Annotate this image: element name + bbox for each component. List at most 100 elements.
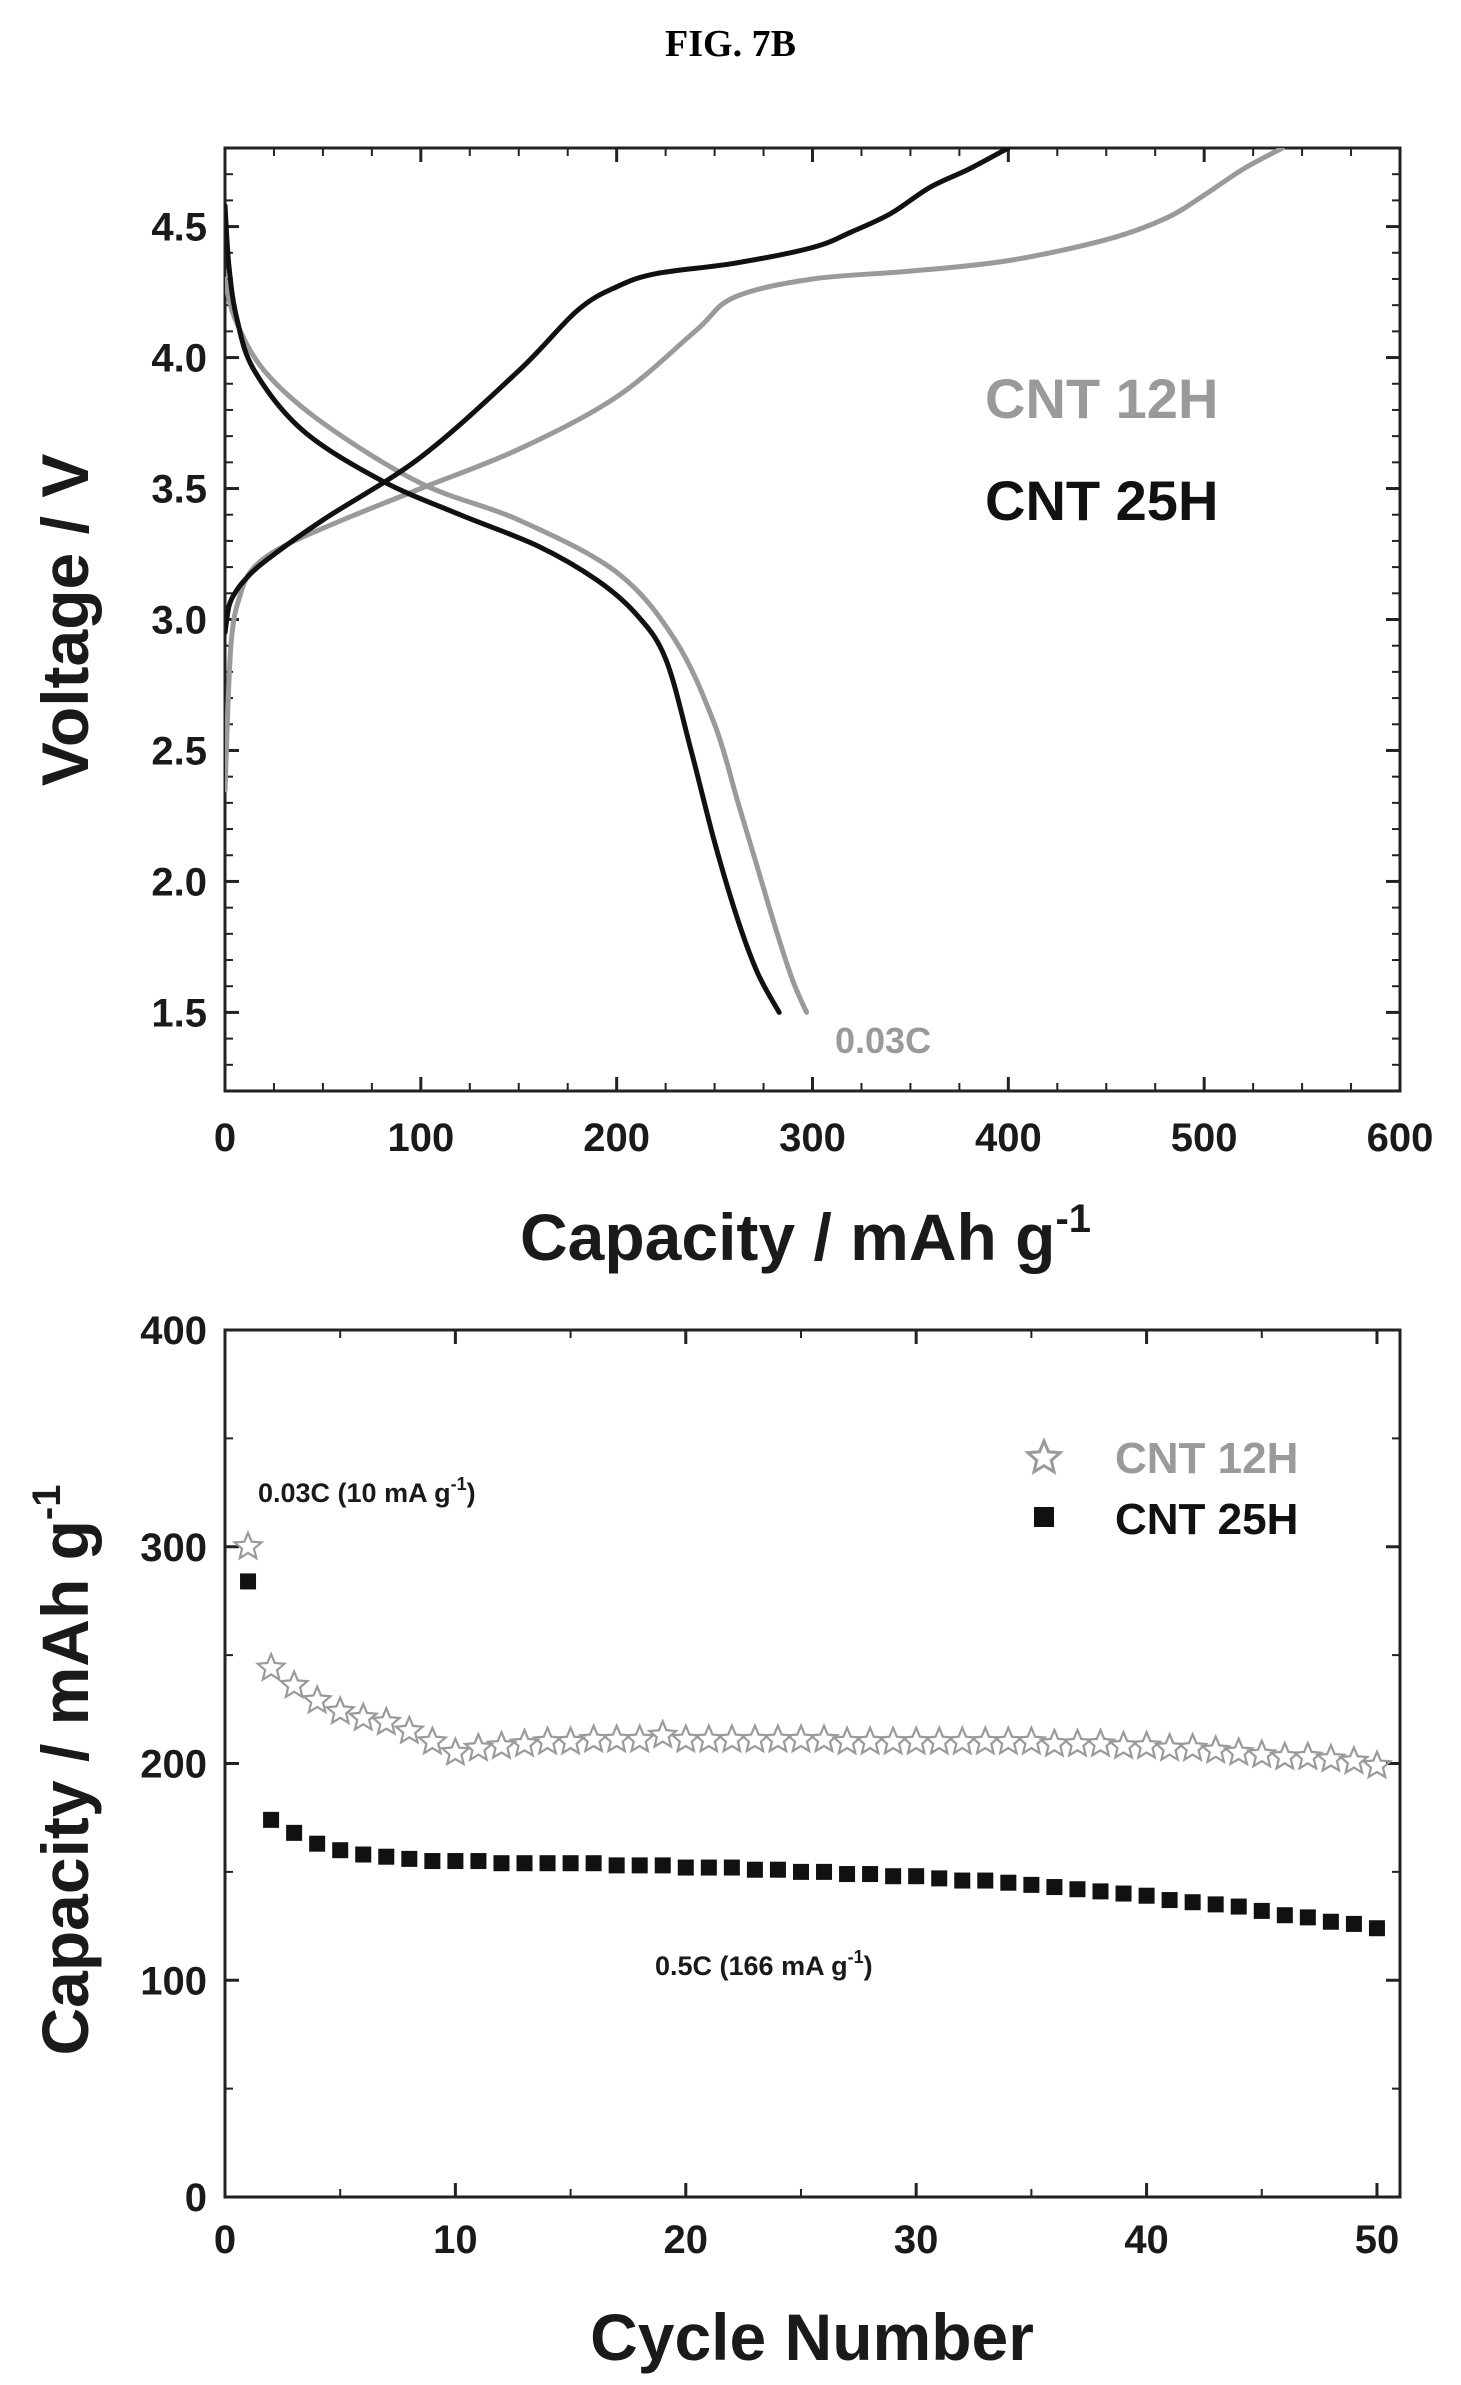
cnt25h-square-marker — [562, 1855, 579, 1872]
cnt25h-square-marker — [769, 1861, 786, 1878]
bottom-y-tick-label: 400 — [140, 1309, 207, 1353]
cnt12h-star-marker — [1107, 1729, 1140, 1760]
bottom-annotation-high-rate-close: ) — [864, 1951, 873, 1981]
cnt25h-square-marker — [700, 1859, 717, 1876]
cnt25h-square-marker — [816, 1863, 833, 1880]
cnt12h-star-marker — [807, 1722, 841, 1754]
cnt25h-square-marker — [447, 1853, 464, 1870]
top-x-tick-label: 0 — [214, 1116, 236, 1160]
cnt12h-star-marker — [1291, 1740, 1324, 1771]
cnt25h-square-marker — [885, 1868, 902, 1885]
cnt12h-star-marker — [1360, 1748, 1394, 1780]
bottom-y-tick-label: 100 — [140, 1959, 207, 2003]
cnt12h-star-marker — [1199, 1733, 1232, 1765]
cnt25h-square-marker — [1046, 1879, 1063, 1896]
top-x-axis-title: Capacity / mAh g-1 — [520, 1197, 1091, 1274]
cnt12h-star-marker — [255, 1651, 288, 1682]
cnt12h-star-marker — [969, 1724, 1002, 1756]
cnt12h-star-marker — [462, 1731, 495, 1763]
bottom-annotation-high-rate: 0.5C (166 mA g-1) — [655, 1947, 873, 1981]
bottom-annotation-low-rate-close: ) — [467, 1478, 476, 1508]
cnt25h-square-marker — [585, 1855, 602, 1872]
bottom-x-tick-label: 10 — [433, 2218, 478, 2262]
cnt12h-star-marker — [1222, 1735, 1255, 1767]
cnt12h-star-marker — [1153, 1731, 1186, 1763]
cnt12h-star-marker — [854, 1724, 887, 1756]
cnt12h-star-marker — [738, 1722, 771, 1754]
cnt12h-star-marker — [900, 1724, 933, 1756]
cnt12h-star-marker — [600, 1722, 633, 1754]
series-cnt25h-discharge-line — [225, 203, 782, 1015]
cnt12h-star-marker — [715, 1722, 748, 1754]
cnt25h-square-marker — [631, 1857, 648, 1874]
cnt12h-star-marker — [1268, 1740, 1301, 1771]
cnt25h-square-marker — [977, 1872, 994, 1889]
cnt25h-square-marker — [677, 1859, 694, 1876]
cnt25h-square-marker — [286, 1824, 303, 1841]
cnt12h-star-marker — [439, 1735, 472, 1767]
bottom-y-tick-label: 300 — [140, 1526, 207, 1570]
cnt25h-square-marker — [470, 1853, 487, 1870]
bottom-legend-star-icon — [1024, 1437, 1064, 1475]
bottom-y-tick-label: 0 — [185, 2176, 207, 2220]
cnt25h-square-marker — [493, 1855, 510, 1872]
cnt12h-star-marker — [508, 1727, 541, 1758]
cnt25h-square-marker — [355, 1846, 372, 1863]
cnt12h-star-marker — [923, 1724, 956, 1756]
cnt25h-square-marker — [862, 1866, 879, 1883]
bottom-annotation-low-rate-sup: -1 — [451, 1474, 467, 1494]
cnt25h-square-marker — [1000, 1874, 1017, 1891]
cnt12h-star-marker — [761, 1722, 795, 1754]
cnt12h-star-marker — [1084, 1727, 1117, 1758]
top-legend-cnt25h: CNT 25H — [985, 469, 1218, 532]
top-plot-frame — [223, 146, 1402, 1093]
top-x-tick-label: 300 — [779, 1116, 846, 1160]
cnt25h-square-marker — [516, 1855, 533, 1872]
cnt12h-star-marker — [669, 1722, 702, 1754]
cnt25h-square-marker — [332, 1842, 349, 1859]
cnt25h-square-marker — [792, 1863, 809, 1880]
cnt12h-star-marker — [877, 1724, 910, 1756]
cnt12h-star-marker — [324, 1694, 357, 1726]
voltage-profile-chart: 0 100 200 300 400 500 600 1.5 2.0 2.5 3.0 3.5 4.0 4.5… — [28, 146, 1433, 1274]
cnt25h-square-marker — [1299, 1909, 1316, 1926]
cnt25h-square-marker — [1138, 1887, 1155, 1904]
cnt25h-square-marker — [401, 1850, 418, 1867]
cnt25h-square-marker — [1368, 1920, 1385, 1937]
bottom-legend: CNT 12H CNT 25H — [1024, 1434, 1298, 1544]
cnt12h-star-marker — [416, 1724, 449, 1756]
bottom-y-tick-label: 200 — [140, 1743, 207, 1787]
top-x-tick-label: 500 — [1171, 1116, 1238, 1160]
cnt12h-star-marker — [1015, 1724, 1048, 1756]
cnt25h-square-marker — [240, 1573, 257, 1590]
cnt12h-star-marker — [623, 1722, 656, 1754]
cnt25h-square-marker — [654, 1857, 671, 1874]
bottom-x-tick-label: 50 — [1355, 2218, 1400, 2262]
cnt12h-star-marker — [278, 1668, 311, 1700]
cnt25h-square-marker — [1230, 1898, 1247, 1915]
series-cnt12h-discharge-line — [225, 276, 810, 1015]
top-y-axis-title: Voltage / V — [28, 454, 102, 787]
top-y-tick-label: 3.0 — [151, 599, 207, 643]
series-cnt25h-charge-line — [225, 148, 1011, 636]
top-x-tick-label: 400 — [975, 1116, 1042, 1160]
cnt25h-square-marker — [539, 1855, 556, 1872]
cnt25h-square-marker — [723, 1859, 740, 1876]
cnt25h-square-marker — [263, 1811, 280, 1828]
cnt25h-square-marker — [378, 1848, 395, 1865]
cnt25h-square-marker — [1322, 1913, 1339, 1930]
cnt12h-star-marker — [347, 1701, 380, 1732]
bottom-x-tick-label: 30 — [894, 2218, 939, 2262]
cnt12h-star-marker — [1337, 1744, 1370, 1776]
top-y-tick-label: 1.5 — [151, 991, 207, 1035]
bottom-y-axis-title: Capacity / mAh g-1 — [25, 1484, 102, 2055]
cnt12h-star-marker — [1314, 1742, 1347, 1773]
top-legend-cnt12h: CNT 12H — [985, 367, 1218, 430]
bottom-legend-square-icon — [1034, 1507, 1054, 1527]
top-x-tick-label: 100 — [387, 1116, 454, 1160]
cnt12h-star-marker — [485, 1729, 518, 1760]
cnt25h-square-marker — [608, 1857, 625, 1874]
cnt12h-star-marker — [992, 1724, 1025, 1756]
cnt25h-square-marker — [1276, 1907, 1293, 1924]
